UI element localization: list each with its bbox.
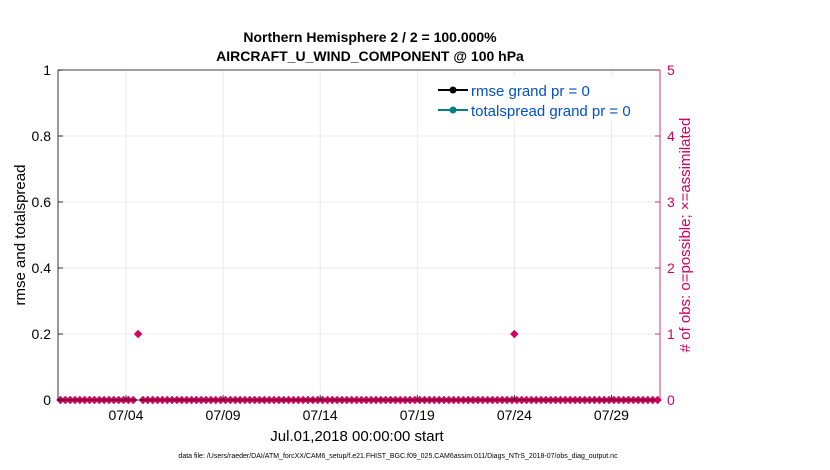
y-left-tick-layer: 0 0.2 0.4 0.6 0.8 1	[32, 62, 63, 408]
data-file-footer: data file: /Users/raeder/DAI/ATM_forcXX/…	[178, 453, 618, 460]
y-right-tick-layer: 0 1 2 3 4 5	[655, 62, 675, 408]
y-right-tick-label: 5	[667, 62, 675, 78]
y-left-tick-label: 0.8	[32, 128, 52, 144]
x-tick-label: 07/19	[400, 407, 435, 423]
x-tick-layer: 07/04 07/09 07/14 07/19 07/24 07/29	[108, 395, 629, 423]
legend-totalspread-marker	[449, 106, 457, 114]
y-axis-left-label: rmse and totalspread	[12, 165, 29, 306]
grid-layer	[58, 70, 660, 400]
legend-rmse-label: rmse grand pr = 0	[471, 83, 590, 100]
y-left-tick-label: 0.4	[32, 260, 52, 276]
legend-rmse-marker	[449, 86, 457, 94]
x-tick-label: 07/24	[497, 407, 532, 423]
y-left-tick-label: 0	[43, 392, 51, 408]
x-tick-label: 07/09	[206, 407, 241, 423]
y-axis-right-label: # of obs: o=possible; ×=assimilated	[677, 118, 694, 353]
y-left-tick-label: 1	[43, 62, 51, 78]
y-right-tick-label: 0	[667, 392, 675, 408]
y-left-tick-label: 0.2	[32, 326, 52, 342]
y-right-tick-label: 4	[667, 128, 675, 144]
y-right-tick-label: 2	[667, 260, 675, 276]
plot-area	[58, 70, 660, 400]
legend-box	[432, 75, 658, 121]
y-right-tick-label: 1	[667, 326, 675, 342]
obs-possible-marker-nonzero	[133, 329, 143, 339]
legend: rmse grand pr = 0 totalspread grand pr =…	[432, 75, 658, 121]
legend-totalspread-label: totalspread grand pr = 0	[471, 103, 631, 120]
x-tick-label: 07/29	[594, 407, 629, 423]
x-axis-label: Jul.01,2018 00:00:00 start	[270, 428, 444, 445]
x-tick-label: 07/14	[303, 407, 338, 423]
y-left-tick-label: 0.6	[32, 194, 52, 210]
x-tick-label: 07/04	[108, 407, 143, 423]
chart-title-line2: AIRCRAFT_U_WIND_COMPONENT @ 100 hPa	[216, 48, 524, 64]
y-right-tick-label: 3	[667, 194, 675, 210]
chart-title-line1: Northern Hemisphere 2 / 2 = 100.000%	[243, 29, 497, 45]
obs-possible-marker-nonzero	[510, 329, 519, 339]
